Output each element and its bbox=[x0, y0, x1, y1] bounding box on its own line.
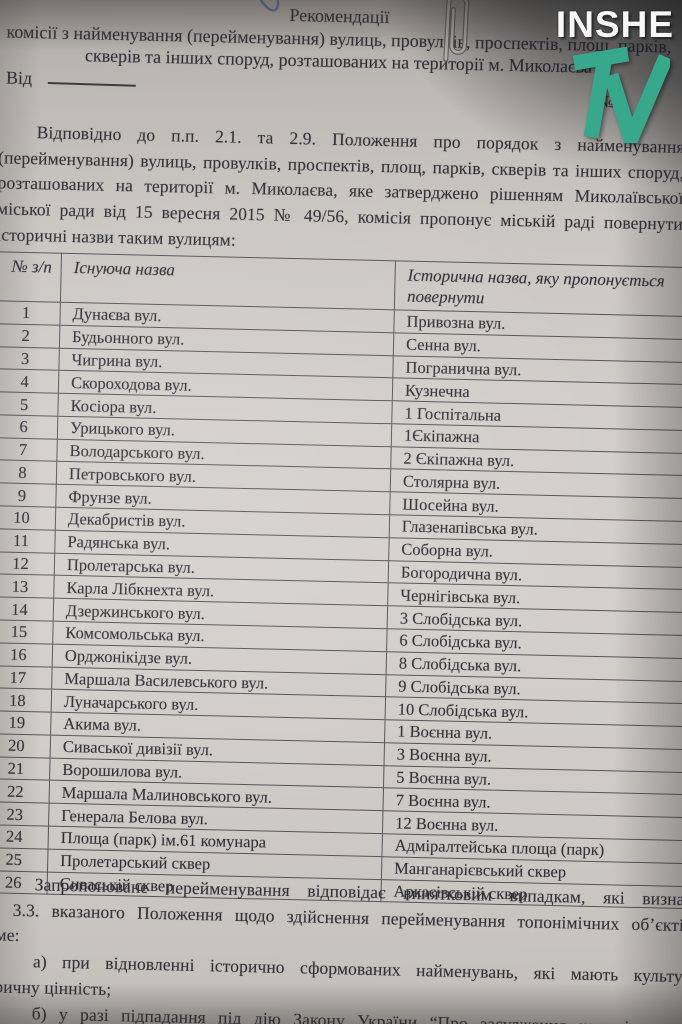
header-existing-name: Існуюча назва bbox=[60, 253, 396, 310]
header-historical-name: Історична назва, яку пропонується поверн… bbox=[394, 260, 682, 317]
row-number-cell: 6 bbox=[0, 414, 58, 439]
row-number-cell: 10 bbox=[0, 505, 56, 530]
row-number-cell: 14 bbox=[0, 596, 54, 622]
blank-underline bbox=[47, 68, 137, 87]
row-number-cell: 9 bbox=[0, 483, 57, 508]
row-number-cell: 19 bbox=[0, 710, 52, 735]
inshe-tv-icon bbox=[572, 46, 673, 161]
row-number-cell: 23 bbox=[0, 801, 50, 827]
row-number-cell: 20 bbox=[0, 733, 51, 758]
row-number-cell: 5 bbox=[0, 391, 59, 417]
from-field: Від bbox=[6, 67, 137, 91]
row-number-cell: 25 bbox=[0, 847, 49, 872]
paperclip-icon bbox=[443, 0, 470, 62]
renaming-table: № з/п Існуюча назва Історична назва, яку… bbox=[0, 251, 682, 909]
row-number-cell: 3 bbox=[0, 346, 60, 371]
inshe-logo-text: INSHE bbox=[555, 4, 674, 45]
inshe-logo: INSHE bbox=[555, 4, 674, 161]
row-number-cell: 21 bbox=[0, 756, 51, 781]
row-number-cell: 4 bbox=[0, 369, 59, 394]
row-number-cell: 11 bbox=[0, 528, 56, 553]
row-number-cell: 24 bbox=[0, 824, 49, 849]
row-number-cell: 2 bbox=[0, 323, 60, 348]
footer-paragraph: Запропоноване перейменування відповідає … bbox=[0, 871, 682, 1024]
row-number-cell: 22 bbox=[0, 779, 50, 804]
row-number-cell: 16 bbox=[0, 642, 53, 667]
row-number-cell: 13 bbox=[0, 574, 55, 599]
row-number-cell: 17 bbox=[0, 665, 53, 690]
row-number-cell: 8 bbox=[0, 460, 57, 485]
row-number-cell: 15 bbox=[0, 619, 54, 644]
row-number-cell: 18 bbox=[0, 688, 52, 713]
row-number-cell: 1 bbox=[0, 300, 61, 326]
from-label: Від bbox=[5, 67, 33, 89]
row-number-cell: 12 bbox=[0, 551, 55, 576]
row-number-cell: 7 bbox=[0, 437, 58, 462]
header-number: № з/п bbox=[0, 251, 62, 303]
